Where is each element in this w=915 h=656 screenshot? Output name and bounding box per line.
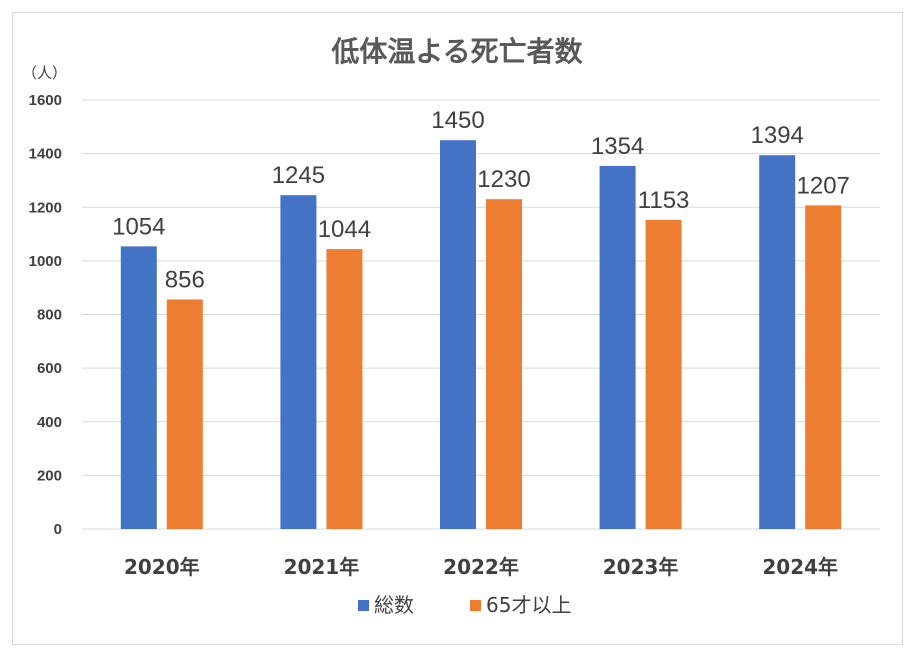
x-axis-ticks: 2020年 2021年 2022年 2023年 2024年 — [124, 555, 838, 579]
bar-total-4 — [759, 155, 796, 529]
x-tick-label: 2024年 — [762, 555, 838, 579]
bar-total-1 — [280, 195, 317, 529]
data-label: 1450 — [431, 107, 484, 134]
data-label: 1044 — [318, 216, 371, 243]
legend-label: 65才以上 — [486, 593, 571, 617]
bar-total-0 — [120, 246, 157, 530]
y-tick-label: 400 — [37, 414, 62, 431]
data-label: 1054 — [112, 213, 165, 240]
x-tick-label: 2020年 — [124, 555, 200, 579]
data-label: 1354 — [591, 133, 644, 160]
y-unit-label: （人） — [22, 64, 67, 82]
bar-over-65-0 — [166, 299, 203, 529]
y-tick-label: 1400 — [29, 146, 62, 163]
data-label: 1230 — [477, 166, 530, 193]
chart-title: 低体温よる死亡者数 — [330, 35, 583, 68]
y-tick-label: 800 — [37, 307, 62, 324]
y-tick-label: 200 — [37, 467, 62, 484]
data-label: 1207 — [797, 172, 850, 199]
data-label: 1394 — [751, 122, 804, 149]
bar-over-65-4 — [805, 205, 842, 530]
y-tick-label: 1200 — [29, 199, 62, 216]
gridlines — [82, 99, 880, 530]
data-label: 1245 — [272, 162, 325, 189]
bar-over-65-3 — [645, 219, 682, 529]
data-label: 856 — [165, 266, 205, 293]
bars — [120, 140, 842, 530]
x-tick-label: 2023年 — [603, 555, 679, 579]
x-tick-label: 2022年 — [443, 555, 519, 579]
legend-label: 総数 — [374, 593, 414, 617]
data-label: 1153 — [638, 187, 690, 214]
legend-swatch — [358, 600, 369, 611]
y-tick-label: 600 — [37, 360, 62, 377]
y-tick-label: 1600 — [29, 92, 62, 109]
y-tick-label: 0 — [54, 521, 62, 538]
bar-total-2 — [440, 140, 476, 529]
y-axis-ticks: 0 200 400 600 800 1000 1200 1400 1600 — [29, 92, 62, 538]
x-tick-label: 2021年 — [284, 555, 360, 579]
bar-over-65-2 — [486, 199, 522, 530]
legend-swatch — [470, 600, 481, 611]
bar-over-65-1 — [326, 249, 363, 529]
bar-total-3 — [599, 165, 636, 530]
y-tick-label: 1000 — [29, 253, 62, 270]
legend: 総数 65才以上 — [358, 593, 571, 617]
